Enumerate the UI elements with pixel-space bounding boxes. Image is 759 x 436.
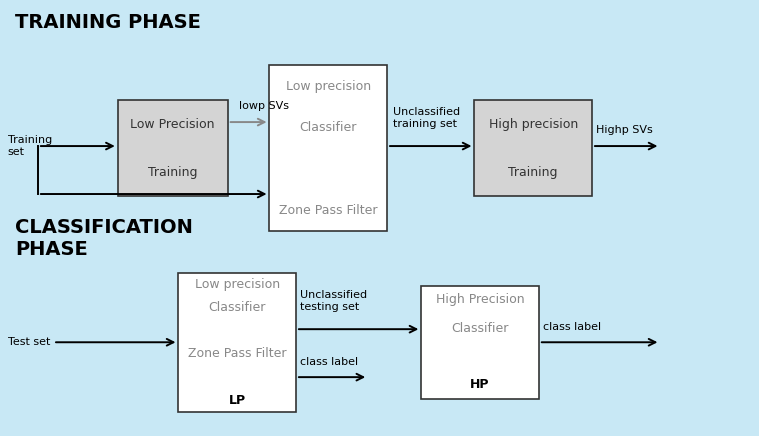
- Text: Training: Training: [148, 166, 197, 179]
- Text: Zone Pass Filter: Zone Pass Filter: [279, 204, 377, 217]
- Text: Classifier: Classifier: [452, 322, 509, 334]
- Text: High precision: High precision: [489, 118, 578, 131]
- Text: lowp SVs: lowp SVs: [239, 101, 289, 111]
- Text: Test set: Test set: [8, 337, 50, 347]
- Text: CLASSIFICATION
PHASE: CLASSIFICATION PHASE: [15, 218, 193, 259]
- Text: Low Precision: Low Precision: [131, 118, 215, 131]
- Bar: [269, 65, 387, 231]
- Text: TRAINING PHASE: TRAINING PHASE: [15, 13, 201, 32]
- Bar: [118, 100, 228, 196]
- Bar: [178, 272, 296, 412]
- Text: Highp SVs: Highp SVs: [596, 125, 653, 135]
- Text: class label: class label: [300, 357, 358, 367]
- Text: Classifier: Classifier: [300, 121, 357, 134]
- Text: High Precision: High Precision: [436, 293, 524, 306]
- Text: Classifier: Classifier: [209, 301, 266, 314]
- Bar: [474, 100, 592, 196]
- Text: Training
set: Training set: [8, 135, 52, 157]
- Text: Unclassified
testing set: Unclassified testing set: [300, 290, 367, 312]
- Text: Zone Pass Filter: Zone Pass Filter: [188, 347, 286, 361]
- Text: Training: Training: [509, 166, 558, 179]
- Text: Low precision: Low precision: [194, 278, 280, 291]
- Text: Low precision: Low precision: [285, 80, 371, 92]
- Text: Unclassified
training set: Unclassified training set: [393, 107, 460, 129]
- Text: LP: LP: [228, 394, 246, 407]
- Bar: [421, 286, 539, 399]
- Text: class label: class label: [543, 322, 601, 332]
- Text: HP: HP: [471, 378, 490, 391]
